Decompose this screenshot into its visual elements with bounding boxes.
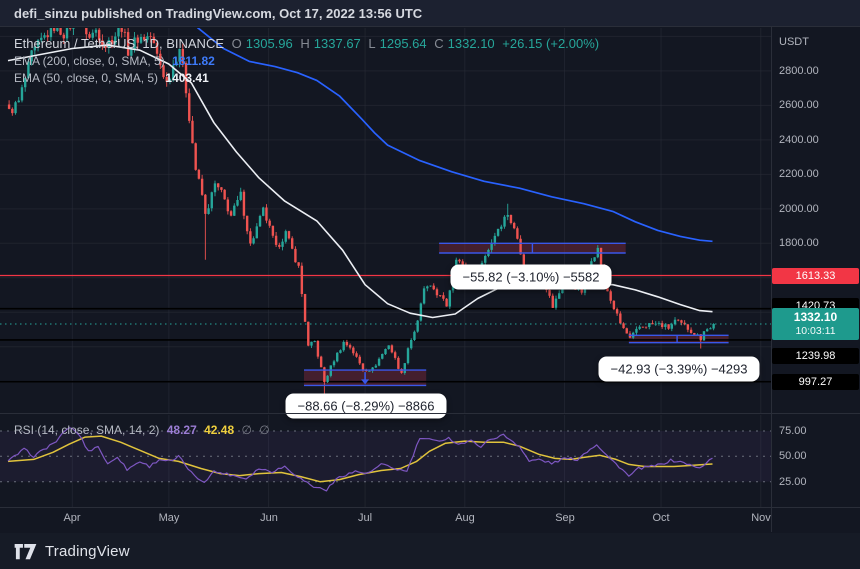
rsi-empty-glyph: ∅ xyxy=(241,423,252,437)
rsi-label: RSI (14, close, SMA, 14, 2) xyxy=(14,423,160,437)
price-tick: 2200.00 xyxy=(779,168,819,181)
footer-bar: TradingView xyxy=(0,533,860,569)
month-label: Aug xyxy=(455,512,475,524)
change-value: +26.15 (+2.00%) xyxy=(502,36,600,51)
attribution-bar: defi_sinzu published on TradingView.com,… xyxy=(0,0,860,27)
axis-separator xyxy=(771,27,772,532)
measure-label-october: −42.93 (−3.39%) −4293 xyxy=(598,356,760,382)
price-tick: 2800.00 xyxy=(779,64,819,77)
ema200-line[interactable] xyxy=(188,28,713,243)
ema200-legend-row[interactable]: EMA (200, close, 0, SMA, 5) 1811.82 xyxy=(14,54,219,68)
month-label: Apr xyxy=(63,512,81,524)
rsi-ma-value: 42.48 xyxy=(204,423,235,437)
price-tick: 1800.00 xyxy=(779,237,819,250)
month-label: Oct xyxy=(652,512,670,524)
price-chart-pane[interactable] xyxy=(0,28,772,413)
attribution-text: defi_sinzu published on TradingView.com,… xyxy=(14,6,423,21)
pane-separator[interactable] xyxy=(0,413,860,414)
rsi-tick: 50.00 xyxy=(779,450,807,463)
brand-name[interactable]: TradingView xyxy=(45,542,130,560)
month-label: Jul xyxy=(357,512,373,524)
rsi-value: 48.27 xyxy=(166,423,197,437)
ema200-label: EMA (200, close, 0, SMA, 5) xyxy=(14,54,165,68)
open-value: 1305.96 xyxy=(245,36,293,51)
time-axis[interactable]: Apr May Jun Jul Aug Sep Oct Nov xyxy=(0,508,772,532)
symbol-legend-row[interactable]: Ethereum / TetherUS, 1D, BINANCE O 1305.9… xyxy=(14,36,607,51)
ema50-line[interactable] xyxy=(7,44,713,319)
ema50-label: EMA (50, close, 0, SMA, 5) xyxy=(14,71,159,85)
price-tick: 2400.00 xyxy=(779,133,819,146)
symbol-title: Ethereum / TetherUS, 1D, BINANCE xyxy=(14,36,225,51)
rsi-indicator-pane[interactable] xyxy=(0,415,772,507)
price-range-zone[interactable] xyxy=(628,335,729,343)
month-label: Nov xyxy=(751,512,771,524)
rsi-tick: 25.00 xyxy=(779,475,807,488)
month-label: Sep xyxy=(555,512,575,524)
rsi-line[interactable] xyxy=(7,427,713,492)
close-value: 1332.10 xyxy=(447,36,495,51)
month-label: Jun xyxy=(260,512,278,524)
price-level-badge: 1239.98 xyxy=(772,348,859,364)
measure-label-june-low: −88.66 (−8.29%) −8866 xyxy=(285,393,447,419)
ema50-value: 1403.41 xyxy=(165,71,209,85)
price-level-badge: 1613.33 xyxy=(772,267,859,284)
rsi-legend-row[interactable]: RSI (14, close, SMA, 14, 2) 48.27 42.48 … xyxy=(14,423,274,437)
current-price-badge: 1332.10 10:03:11 xyxy=(772,307,859,341)
price-tick: 2000.00 xyxy=(779,202,819,215)
month-label: May xyxy=(158,512,180,524)
rsi-empty-glyph: ∅ xyxy=(259,423,270,437)
ema200-value: 1811.82 xyxy=(172,54,215,68)
price-axis[interactable]: USDT 2800.00 2600.00 2400.00 2200.00 2000.00… xyxy=(772,27,860,532)
high-value: 1337.67 xyxy=(313,36,361,51)
rsi-tick: 75.00 xyxy=(779,425,807,437)
low-value: 1295.64 xyxy=(379,36,427,51)
measure-label-upper: −55.82 (−3.10%) −5582 xyxy=(450,264,612,290)
ema50-legend-row[interactable]: EMA (50, close, 0, SMA, 5) 1403.41 xyxy=(14,71,213,85)
price-tick: 2600.00 xyxy=(779,99,819,112)
ohlc-values: O 1305.96 H 1337.67 L 1295.64 C 1332.10 +26.… xyxy=(231,36,600,51)
axis-currency-label: USDT xyxy=(779,36,809,48)
down-arrow-head-icon xyxy=(361,379,370,385)
tradingview-logo-icon[interactable] xyxy=(14,542,37,560)
time-axis-separator xyxy=(0,507,860,508)
price-level-badge: 997.27 xyxy=(772,374,859,390)
rsi-ma-line[interactable] xyxy=(7,435,713,483)
